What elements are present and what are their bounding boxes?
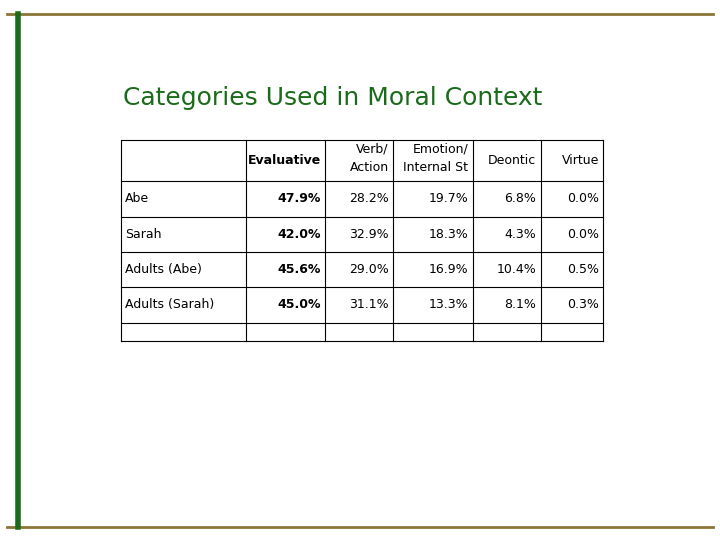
Text: 18.3%: 18.3% <box>428 228 468 241</box>
Text: 16.9%: 16.9% <box>428 263 468 276</box>
Text: 28.2%: 28.2% <box>349 192 389 205</box>
Text: Internal St: Internal St <box>403 161 468 174</box>
Text: 0.0%: 0.0% <box>567 228 599 241</box>
Text: 6.8%: 6.8% <box>505 192 536 205</box>
Text: Sarah: Sarah <box>125 228 162 241</box>
Text: 47.9%: 47.9% <box>277 192 320 205</box>
Text: Emotion/: Emotion/ <box>413 143 468 156</box>
Text: 13.3%: 13.3% <box>428 299 468 312</box>
Text: 32.9%: 32.9% <box>349 228 389 241</box>
Text: 8.1%: 8.1% <box>505 299 536 312</box>
Text: Verb/: Verb/ <box>356 143 389 156</box>
Text: 0.0%: 0.0% <box>567 192 599 205</box>
Text: 0.3%: 0.3% <box>567 299 599 312</box>
Text: Evaluative: Evaluative <box>248 154 320 167</box>
Text: Adults (Sarah): Adults (Sarah) <box>125 299 215 312</box>
Text: Adults (Abe): Adults (Abe) <box>125 263 202 276</box>
Text: 0.5%: 0.5% <box>567 263 599 276</box>
Text: 19.7%: 19.7% <box>428 192 468 205</box>
Text: 45.6%: 45.6% <box>277 263 320 276</box>
Text: Abe: Abe <box>125 192 149 205</box>
Text: Deontic: Deontic <box>488 154 536 167</box>
Text: 45.0%: 45.0% <box>277 299 320 312</box>
Text: 4.3%: 4.3% <box>505 228 536 241</box>
Text: 42.0%: 42.0% <box>277 228 320 241</box>
Text: 29.0%: 29.0% <box>349 263 389 276</box>
Text: Action: Action <box>350 161 389 174</box>
Text: 31.1%: 31.1% <box>349 299 389 312</box>
Text: Categories Used in Moral Context: Categories Used in Moral Context <box>124 85 543 110</box>
Text: Virtue: Virtue <box>562 154 599 167</box>
Text: 10.4%: 10.4% <box>497 263 536 276</box>
